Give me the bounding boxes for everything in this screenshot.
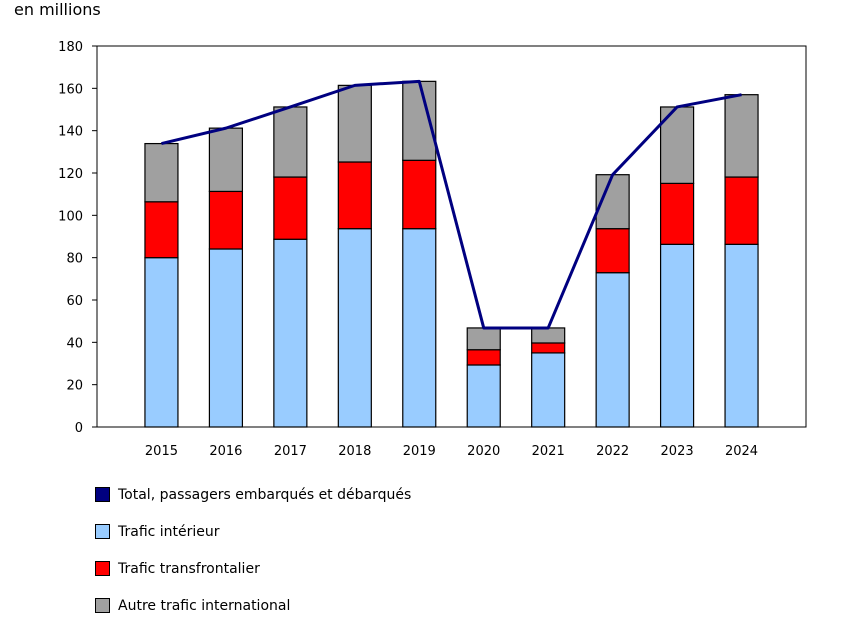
x-tick-label: 2022 — [596, 444, 629, 459]
x-tick-label: 2023 — [661, 444, 694, 459]
legend-label: Total, passagers embarqués et débarqués — [118, 487, 411, 503]
x-tick-label: 2020 — [467, 444, 500, 459]
bar-trafic-int-rieur-2018 — [338, 229, 371, 427]
x-tick-label: 2024 — [725, 444, 758, 459]
x-tick-label: 2017 — [274, 444, 307, 459]
bar-autre-trafic-international-2015 — [145, 144, 178, 202]
legend-label: Trafic intérieur — [118, 524, 220, 540]
bar-trafic-int-rieur-2021 — [532, 353, 565, 427]
x-tick-label: 2021 — [532, 444, 565, 459]
legend-item: Total, passagers embarqués et débarqués — [95, 476, 411, 513]
bar-trafic-int-rieur-2016 — [209, 249, 242, 427]
y-tick-label: 140 — [58, 125, 83, 140]
stacked-bar-chart: 0 20 40 60 80 100 120 140 160 180 2015 2016 2017 2018… — [0, 0, 842, 470]
bar-trafic-int-rieur-2015 — [145, 258, 178, 427]
legend-label: Trafic transfrontalier — [118, 561, 260, 577]
y-tick-label: 100 — [58, 209, 83, 224]
bar-trafic-transfrontalier-2020 — [467, 350, 500, 365]
legend: Total, passagers embarqués et débarqués T… — [95, 476, 411, 624]
bar-trafic-transfrontalier-2015 — [145, 202, 178, 258]
legend-item: Autre trafic international — [95, 587, 411, 624]
bar-trafic-int-rieur-2020 — [467, 365, 500, 427]
bar-trafic-transfrontalier-2023 — [661, 183, 694, 244]
y-tick-label: 80 — [66, 252, 83, 267]
x-tick-label: 2016 — [209, 444, 242, 459]
bar-trafic-transfrontalier-2021 — [532, 343, 565, 353]
legend-swatch — [95, 487, 110, 502]
bar-trafic-transfrontalier-2019 — [403, 160, 436, 228]
legend-swatch — [95, 524, 110, 539]
y-tick-label: 0 — [75, 421, 83, 436]
bar-autre-trafic-international-2021 — [532, 328, 565, 343]
y-tick-label: 20 — [66, 379, 83, 394]
legend-swatch — [95, 561, 110, 576]
bar-trafic-transfrontalier-2022 — [596, 229, 629, 273]
bar-trafic-transfrontalier-2018 — [338, 162, 371, 229]
bar-autre-trafic-international-2020 — [467, 328, 500, 350]
y-tick-label: 120 — [58, 167, 83, 182]
y-tick-label: 180 — [58, 40, 83, 55]
y-tick-label: 40 — [66, 336, 83, 351]
total-line — [161, 81, 741, 328]
bar-trafic-int-rieur-2019 — [403, 229, 436, 427]
bar-autre-trafic-international-2018 — [338, 85, 371, 162]
bar-autre-trafic-international-2017 — [274, 107, 307, 177]
x-tick-label: 2018 — [338, 444, 371, 459]
legend-item: Trafic intérieur — [95, 513, 411, 550]
x-tick-label: 2015 — [145, 444, 178, 459]
x-tick-label: 2019 — [403, 444, 436, 459]
legend-label: Autre trafic international — [118, 598, 290, 614]
y-tick-label: 160 — [58, 82, 83, 97]
y-tick-label: 60 — [66, 294, 83, 309]
bar-trafic-int-rieur-2022 — [596, 273, 629, 427]
bar-trafic-transfrontalier-2024 — [725, 177, 758, 244]
bar-autre-trafic-international-2016 — [209, 128, 242, 191]
bar-trafic-int-rieur-2024 — [725, 244, 758, 427]
bar-autre-trafic-international-2024 — [725, 95, 758, 177]
bar-trafic-transfrontalier-2016 — [209, 191, 242, 249]
bar-trafic-int-rieur-2017 — [274, 239, 307, 427]
bar-trafic-transfrontalier-2017 — [274, 177, 307, 239]
bar-trafic-int-rieur-2023 — [661, 244, 694, 427]
legend-item: Trafic transfrontalier — [95, 550, 411, 587]
